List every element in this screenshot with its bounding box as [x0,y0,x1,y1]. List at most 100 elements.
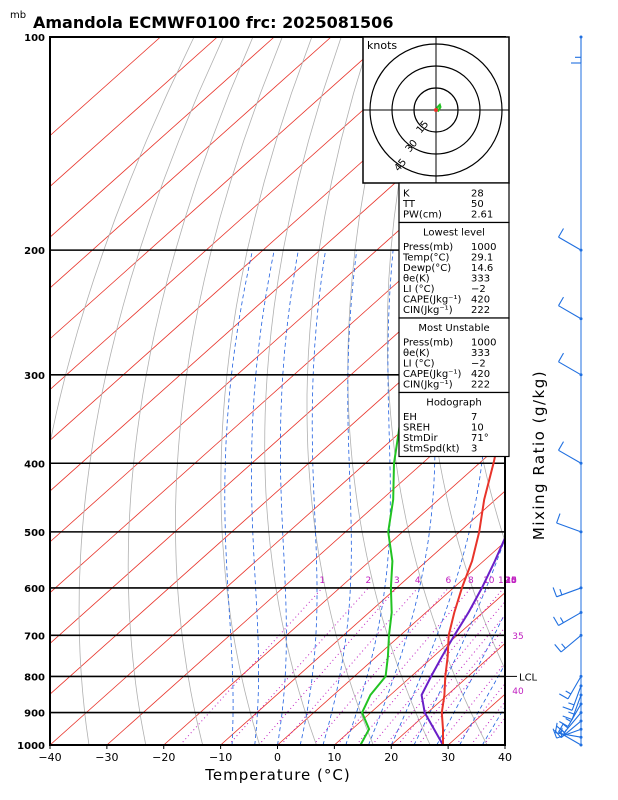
index-label: CIN(Jkg⁻¹) [403,305,453,316]
mixing-ratio-label: 18 [505,576,517,586]
index-label: Press(mb) [403,242,453,253]
mixing-ratio-label: 4 [415,576,421,586]
index-value: 3 [471,444,477,455]
isotherm-line [50,37,446,391]
dry-adiabat-line [127,37,254,745]
pressure-tick-label: 300 [24,371,45,382]
wind-barb-flag [558,441,564,451]
wind-barb-flag [559,589,563,596]
wind-barb-flag [552,728,558,739]
pressure-tick-label: 200 [24,246,45,257]
index-value: 420 [471,295,490,306]
index-label: K [403,189,410,200]
index-label: StmDir [403,433,438,444]
wind-barb-flag [568,711,575,715]
wind-barb-flag [563,723,569,729]
stability-indices-panel: K 28 TT 50 PW(cm) 2.61 Lowest level Press(mb) 10… [398,182,510,458]
dry-adiabat-line [50,37,195,446]
wind-barb-flag [556,513,561,524]
wind-level-dot [579,735,583,739]
lcl-marker: LCL [505,672,538,683]
index-value: 1000 [471,338,496,349]
dry-adiabat-line [220,37,313,745]
dry-adiabat-line [175,37,283,745]
wind-barb-flag [562,706,573,711]
moist-adiabat-line [299,250,326,745]
wind-barb-flag [554,729,562,739]
wind-barb-flag [559,730,563,737]
wind-barbs [552,35,583,747]
wind-barb-flag [558,723,564,733]
index-value: 28 [471,189,484,200]
pressure-tick-label: 1000 [17,741,45,752]
mixing-ratio-line [438,662,505,745]
pressure-tick-label: 900 [24,709,45,720]
mixing-ratio-label: 3 [394,576,400,586]
wind-level-dot [579,674,583,678]
mixing-ratio-label: 2 [366,576,372,586]
index-value: 333 [471,274,490,285]
hodograph-trace [435,102,442,113]
wind-level-dot [579,693,583,697]
wind-barb-flag [559,617,564,623]
dry-adiabat-line [264,37,342,745]
index-label: Press(mb) [403,338,453,349]
wind-barb-flag [556,725,565,733]
wind-barb-staff [567,676,582,700]
index-value: 222 [471,380,490,391]
moist-adiabat-line [459,663,505,745]
index-label: CAPE(Jkg⁻¹) [403,369,461,380]
index-box-lowest-level [398,221,510,319]
mixing-ratio-label: 25 [505,576,516,586]
mixing-ratio-label: 35 [512,632,523,642]
index-label: LI (°C) [403,284,435,295]
mixing-ratio-line [313,587,449,745]
index-value: 10 [471,423,484,434]
temperature-tick-label: 40 [498,751,512,764]
wind-barb-flag [559,693,569,700]
pressure-tick-label: 700 [24,631,45,642]
wind-level-dot [579,586,583,590]
wind-barb-flag [553,616,559,626]
temperature-tick-label: −30 [95,751,118,764]
hodograph-unit-label: knots [367,39,397,52]
temperature-tick-label: −20 [152,751,175,764]
grid-layer [50,37,618,745]
wind-barb-staff [556,522,582,533]
index-value: 333 [471,348,490,359]
index-value: 50 [471,199,484,210]
index-value: −2 [471,359,486,370]
parcel-trace [420,535,505,745]
mixing-ratio-line [258,587,398,745]
index-label: θe(K) [403,274,430,285]
dry-adiabat-line [78,37,224,745]
dry-adiabat-line [306,37,374,745]
mixing-ratio-label: 16 [505,576,517,586]
mixing-ratio-label: 20 [505,576,517,586]
mixing-ratio-label: 14 [505,576,517,586]
wind-level-dot [579,743,583,747]
wind-level-dot [579,530,583,534]
index-value: 1000 [471,242,496,253]
temperature-tick-label: −40 [38,751,61,764]
wind-barb-staff [556,587,582,598]
temperature-axis: −40 −30 −20 −10 0 10 20 30 40 [38,745,512,764]
mixing-ratio-label: 40 [512,687,524,697]
moist-adiabat-line [224,250,253,745]
index-label: LI (°C) [403,359,435,370]
isotherm-line [562,37,618,745]
wind-barb-flag [554,644,562,653]
isotherm-line [50,37,218,187]
index-box-top [398,182,510,224]
pressure-tick-label: 500 [24,528,45,539]
index-value: 71° [471,433,489,444]
wind-level-dot [579,248,583,252]
wind-level-dot [579,702,583,706]
dry-adiabat-line [567,37,618,745]
index-label: Dewp(°C) [403,263,451,274]
wind-barb-staff [558,236,582,251]
wind-barb-flag [558,228,564,238]
temperature-tick-label: 10 [327,751,341,764]
wind-level-dot [579,461,583,465]
